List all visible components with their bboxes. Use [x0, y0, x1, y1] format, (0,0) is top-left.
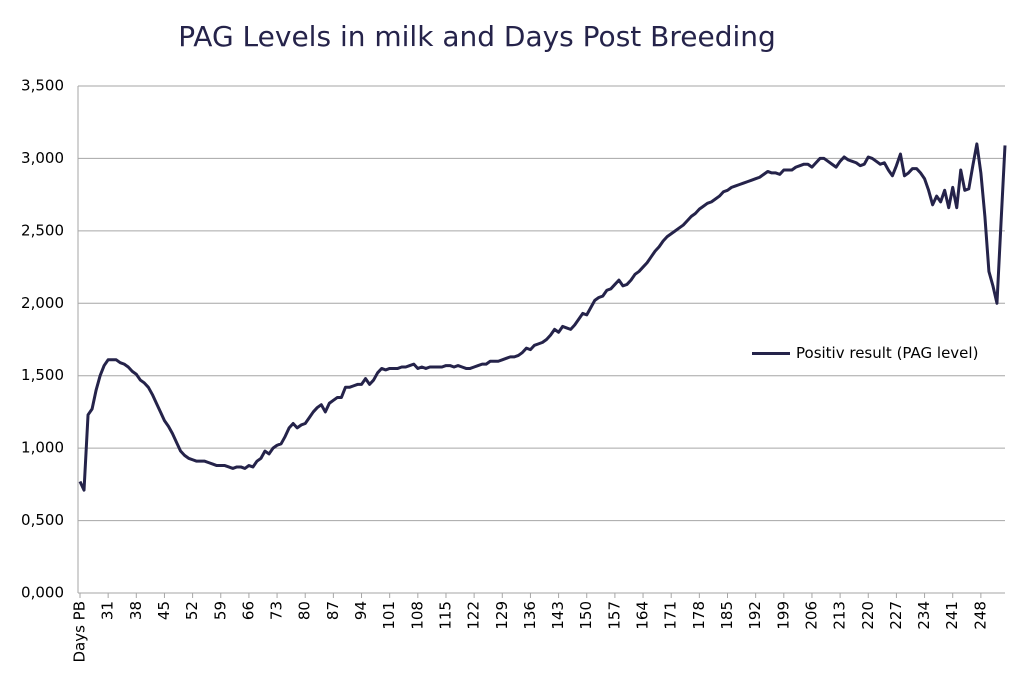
y-tick-label: 3,500: [21, 77, 64, 95]
x-tick-label: 38: [127, 601, 145, 620]
y-tick-label: 0,500: [21, 511, 64, 529]
x-tick-label: 234: [915, 601, 933, 630]
x-tick-label: 59: [211, 601, 229, 620]
x-tick-label: 143: [549, 601, 567, 630]
x-tick-label: 129: [493, 601, 511, 630]
x-tick-label: 227: [887, 601, 905, 630]
y-tick-label: 2,000: [21, 294, 64, 312]
x-tick-label: 199: [774, 601, 792, 630]
x-tick-label: 150: [577, 601, 595, 630]
y-tick-label: 1,000: [21, 439, 64, 457]
x-tick-label: 248: [971, 601, 989, 630]
x-tick-label: 136: [521, 601, 539, 630]
x-tick-label: 45: [155, 601, 173, 620]
y-tick-label: 2,500: [21, 221, 64, 239]
x-tick-label: 220: [859, 601, 877, 630]
x-tick-label: 241: [943, 601, 961, 630]
x-tick-label: 206: [802, 601, 820, 630]
x-tick-label: 87: [324, 601, 342, 620]
x-tick-label: 108: [408, 601, 426, 630]
x-tick-label: 94: [352, 601, 370, 620]
x-tick-label: 115: [436, 601, 454, 630]
x-tick-label: 178: [690, 601, 708, 630]
x-tick-label: 122: [465, 601, 483, 630]
x-tick-label: 164: [634, 601, 652, 630]
x-tick-label: 157: [605, 601, 623, 630]
x-tick-label: 73: [268, 601, 286, 620]
x-tick-label: 171: [662, 601, 680, 630]
x-tick-label: 31: [99, 601, 117, 620]
x-tick-label: 213: [831, 601, 849, 630]
x-tick-label: 101: [380, 601, 398, 630]
x-tick-label: 192: [746, 601, 764, 630]
x-tick-label: 185: [718, 601, 736, 630]
legend-label: Positiv result (PAG level): [796, 344, 978, 362]
x-tick-label: Days PB: [71, 601, 89, 663]
y-tick-label: 3,000: [21, 149, 64, 167]
data-line: [78, 142, 1007, 492]
y-tick-label: 1,500: [21, 366, 64, 384]
x-tick-label: 66: [239, 601, 257, 620]
x-tick-label: 52: [183, 601, 201, 620]
y-tick-label: 0,000: [21, 584, 64, 602]
chart-title: PAG Levels in milk and Days Post Breedin…: [178, 20, 776, 53]
x-tick-label: 80: [296, 601, 314, 620]
